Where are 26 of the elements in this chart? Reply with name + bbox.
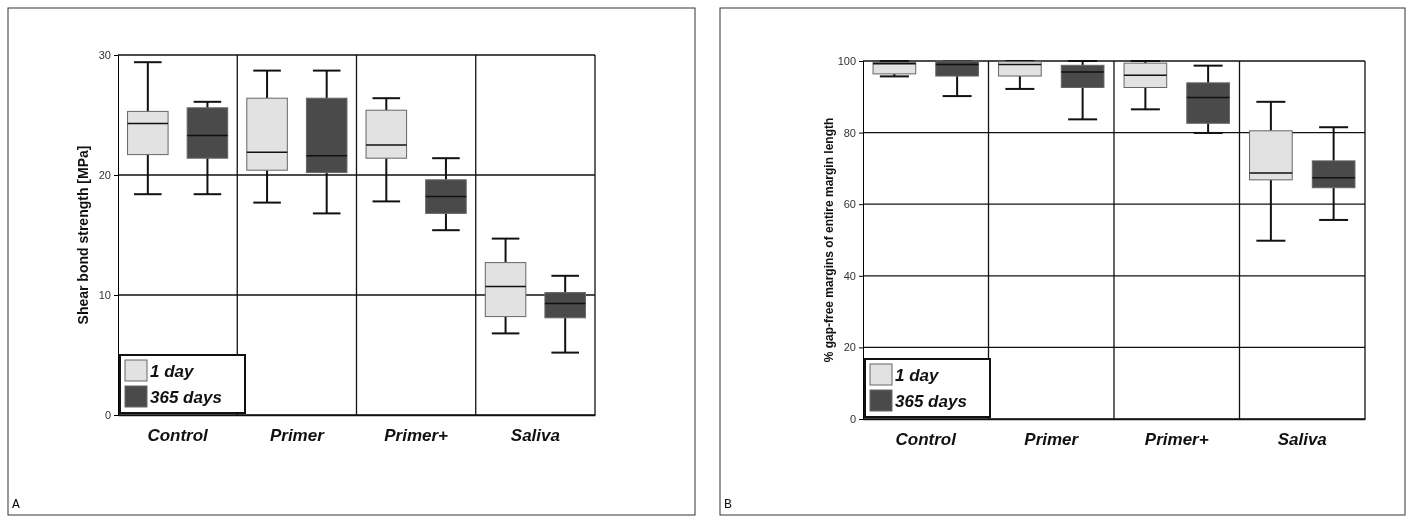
y-tick-label: 0: [104, 409, 111, 422]
y-tick-label: 20: [98, 169, 111, 182]
legend-label: 365 days: [150, 388, 222, 407]
y-axis-title: % gap-free margins of entire margin length: [822, 117, 836, 363]
legend-label: 1 day: [895, 366, 941, 385]
x-tick-label: Control: [895, 430, 958, 450]
x-tick-label: Saliva: [510, 426, 560, 446]
y-tick-label: 60: [843, 198, 856, 211]
y-axis-title: Shear bond strength [MPa]: [75, 145, 91, 325]
y-tick-label: 20: [843, 341, 856, 354]
x-tick-label: Primer: [1024, 430, 1080, 450]
text: B: [724, 497, 732, 512]
x-tick-label: Primer: [269, 426, 326, 446]
legend-label: 365 days: [895, 392, 967, 411]
y-tick-label: 10: [98, 289, 111, 302]
legend-label: 1 day: [150, 362, 196, 381]
x-tick-label: Saliva: [1277, 430, 1327, 450]
y-tick-label: 100: [837, 55, 856, 68]
y-tick-label: 80: [843, 126, 856, 139]
text: A: [12, 497, 20, 512]
y-tick-label: 30: [98, 49, 111, 62]
x-tick-label: Primer+: [384, 426, 449, 446]
y-tick-label: 0: [849, 413, 856, 426]
y-tick-label: 40: [843, 269, 856, 282]
x-tick-label: Primer+: [1144, 430, 1209, 450]
x-tick-label: Control: [147, 426, 210, 446]
